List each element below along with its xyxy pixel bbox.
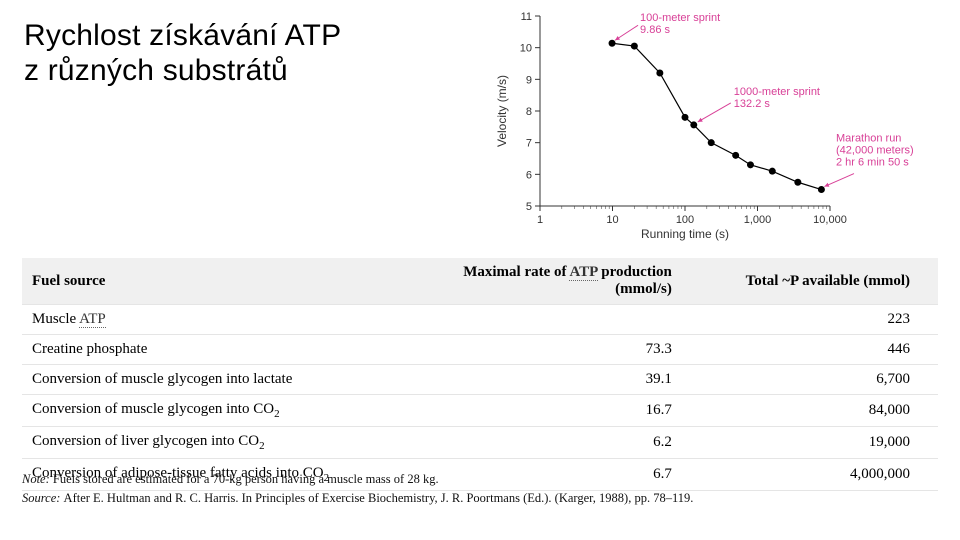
svg-text:Running time (s): Running time (s) [641, 227, 729, 241]
table-cell-total: 19,000 [700, 427, 938, 459]
velocity-chart-svg: 1 10 100 1,000 10,000 5 6 7 8 9 10 11 Running time (… [490, 4, 950, 244]
table-cell-rate: 6.2 [407, 427, 700, 459]
svg-text:1000-meter sprint: 1000-meter sprint [734, 86, 820, 98]
svg-text:100: 100 [676, 214, 694, 226]
footnote-source-text: After E. Hultman and R. C. Harris. In Pr… [64, 491, 694, 505]
table-row: Muscle ATP 223 [22, 305, 938, 335]
table-row: Conversion of liver glycogen into CO26.2… [22, 427, 938, 459]
slide-root: Rychlost získávání ATP z různých substrá… [0, 0, 960, 540]
footnote-source-prefix: Source: [22, 491, 64, 505]
table-header-total: Total ~P available (mmol) [700, 258, 938, 305]
velocity-chart: 1 10 100 1,000 10,000 5 6 7 8 9 10 11 Running time (… [490, 4, 950, 244]
title-line-1: Rychlost získávání ATP [24, 19, 341, 52]
svg-text:10,000: 10,000 [813, 214, 847, 226]
svg-text:132.2 s: 132.2 s [734, 98, 771, 110]
svg-text:2 hr 6 min 50 s: 2 hr 6 min 50 s [836, 157, 909, 169]
table-cell-source: Conversion of muscle glycogen into lacta… [22, 365, 407, 395]
svg-text:11: 11 [521, 11, 532, 23]
table-cell-rate [407, 305, 700, 335]
table-cell-source: Conversion of liver glycogen into CO2 [22, 427, 407, 459]
fuel-source-table: Fuel sourceMaximal rate of ATP productio… [22, 258, 938, 491]
table-header-source: Fuel source [22, 258, 407, 305]
table-footnotes: Note: Fuels stored are estimated for a 7… [22, 470, 938, 508]
svg-text:1: 1 [537, 214, 543, 226]
fuel-source-table-wrapper: Fuel sourceMaximal rate of ATP productio… [22, 258, 938, 491]
footnote-note: Note: Fuels stored are estimated for a 7… [22, 470, 938, 489]
table-cell-rate: 73.3 [407, 335, 700, 365]
footnote-note-prefix: Note: [22, 472, 53, 486]
table-cell-total: 446 [700, 335, 938, 365]
svg-text:Marathon run: Marathon run [836, 133, 901, 145]
title-line-2: z různých substrátů [24, 54, 288, 87]
svg-text:(42,000 meters): (42,000 meters) [836, 145, 914, 157]
footnote-source: Source: After E. Hultman and R. C. Harri… [22, 489, 938, 508]
table-row: Conversion of muscle glycogen into lacta… [22, 365, 938, 395]
table-cell-source: Muscle ATP [22, 305, 407, 335]
table-cell-total: 84,000 [700, 395, 938, 427]
svg-text:9.86 s: 9.86 s [640, 24, 670, 36]
table-cell-total: 223 [700, 305, 938, 335]
svg-text:8: 8 [526, 106, 532, 118]
table-cell-source: Creatine phosphate [22, 335, 407, 365]
svg-text:1,000: 1,000 [744, 214, 772, 226]
slide-title: Rychlost získávání ATP z různých substrá… [24, 18, 341, 89]
svg-text:100-meter sprint: 100-meter sprint [640, 12, 720, 24]
table-cell-rate: 16.7 [407, 395, 700, 427]
svg-text:10: 10 [520, 43, 532, 55]
table-header-rate: Maximal rate of ATP production (mmol/s) [407, 258, 700, 305]
table-cell-total: 6,700 [700, 365, 938, 395]
svg-text:10: 10 [606, 214, 618, 226]
svg-text:Velocity (m/s): Velocity (m/s) [495, 75, 509, 147]
table-cell-source: Conversion of muscle glycogen into CO2 [22, 395, 407, 427]
svg-text:5: 5 [526, 201, 532, 213]
table-row: Conversion of muscle glycogen into CO216… [22, 395, 938, 427]
table-cell-rate: 39.1 [407, 365, 700, 395]
svg-text:7: 7 [526, 138, 532, 150]
footnote-note-text: Fuels stored are estimated for a 70-kg p… [53, 472, 439, 486]
table-row: Creatine phosphate73.3446 [22, 335, 938, 365]
svg-text:9: 9 [526, 74, 532, 86]
svg-text:6: 6 [526, 169, 532, 181]
